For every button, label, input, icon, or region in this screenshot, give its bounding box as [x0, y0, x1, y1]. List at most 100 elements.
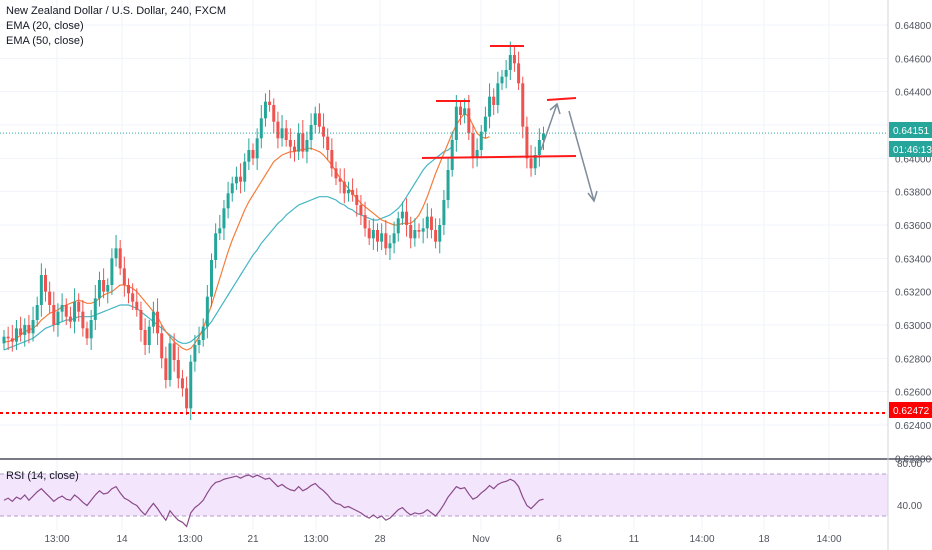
- candle: [317, 103, 321, 134]
- rsi-tick-label: 80.00: [897, 459, 922, 470]
- candle: [122, 256, 126, 297]
- ema20-legend[interactable]: EMA (20, close): [6, 20, 84, 32]
- candle: [189, 355, 193, 420]
- candle: [193, 335, 197, 372]
- candle: [529, 145, 533, 177]
- candle: [400, 201, 404, 225]
- time-tick-label: 14: [116, 534, 128, 545]
- candle: [39, 263, 43, 317]
- support-level-badge-text: 0.62472: [893, 406, 930, 417]
- time-tick-label: 13:00: [44, 534, 69, 545]
- time-tick-label: Nov: [472, 534, 490, 545]
- candle: [471, 125, 475, 169]
- candle: [102, 268, 106, 299]
- candle: [81, 300, 85, 337]
- candle: [172, 333, 176, 372]
- candle: [521, 76, 525, 139]
- symbol-title[interactable]: New Zealand Dollar / U.S. Dollar, 240, F…: [6, 5, 227, 17]
- candle: [363, 201, 367, 237]
- price-tick-label: 0.63800: [895, 188, 932, 199]
- neckline[interactable]: [421, 155, 577, 159]
- candle: [176, 346, 180, 389]
- candle: [93, 285, 97, 330]
- candle: [346, 181, 350, 202]
- candle: [106, 278, 110, 304]
- candle: [434, 218, 438, 249]
- candle: [14, 320, 18, 350]
- candle: [131, 283, 135, 310]
- countdown-badge-text: 01:46:13: [893, 145, 932, 156]
- candle: [31, 306, 35, 342]
- candle: [147, 320, 151, 354]
- candle: [508, 41, 512, 80]
- price-tick-label: 0.64800: [895, 21, 932, 32]
- rsi-tick-label: 40.00: [897, 501, 922, 512]
- candle: [496, 71, 500, 114]
- candle: [475, 138, 479, 167]
- price-tick-label: 0.64000: [895, 154, 932, 165]
- pattern-annotations[interactable]: [421, 45, 598, 203]
- candle: [405, 198, 409, 237]
- candle: [305, 131, 309, 164]
- candle: [504, 60, 508, 89]
- price-tick-label: 0.63600: [895, 221, 932, 232]
- candle: [255, 128, 259, 170]
- candle: [114, 235, 118, 267]
- time-tick-label: 28: [374, 534, 386, 545]
- candles: [2, 41, 545, 420]
- time-tick-label: 11: [629, 534, 640, 545]
- candle: [251, 143, 255, 165]
- time-tick-label: 14:00: [689, 534, 714, 545]
- time-tick-label: 13:00: [303, 534, 328, 545]
- rsi-legend[interactable]: RSI (14, close): [6, 470, 79, 482]
- candle: [454, 95, 458, 152]
- price-tick-label: 0.64400: [895, 88, 932, 99]
- candle: [2, 330, 6, 350]
- candle: [60, 293, 64, 322]
- candle: [197, 326, 201, 354]
- candle: [127, 278, 130, 304]
- candle: [10, 325, 14, 352]
- projection-down-arrowhead: [587, 190, 598, 203]
- candle: [293, 140, 296, 162]
- projection-up-arrow[interactable]: [540, 103, 558, 151]
- candle: [73, 288, 77, 334]
- projection-down-arrow[interactable]: [568, 110, 595, 202]
- candle: [77, 293, 81, 322]
- price-tick-label: 0.62400: [895, 421, 932, 432]
- candle: [164, 346, 168, 389]
- candle: [85, 321, 89, 345]
- price-tick-label: 0.62800: [895, 354, 932, 365]
- candle: [210, 253, 213, 307]
- candle: [97, 271, 101, 307]
- candle: [239, 163, 243, 194]
- candle: [542, 126, 545, 150]
- candle: [479, 125, 483, 159]
- ema50-legend[interactable]: EMA (50, close): [6, 35, 84, 47]
- candle: [230, 176, 234, 202]
- price-tick-label: 0.62200: [895, 454, 932, 465]
- candle: [330, 138, 334, 177]
- candle: [243, 153, 247, 192]
- candle: [338, 168, 342, 194]
- candle: [309, 113, 313, 150]
- candle: [288, 128, 292, 159]
- candle: [19, 316, 23, 342]
- candle: [492, 88, 496, 115]
- candle: [425, 203, 429, 239]
- candle: [64, 298, 68, 325]
- candle: [417, 223, 421, 239]
- candle: [280, 115, 284, 147]
- right-shoulder-mark[interactable]: [546, 97, 577, 101]
- price-tick-label: 0.63000: [895, 321, 932, 332]
- candle: [259, 105, 263, 149]
- candle: [234, 166, 238, 190]
- candle: [185, 376, 189, 415]
- candle: [322, 113, 326, 149]
- candle: [512, 46, 516, 72]
- candle: [409, 216, 413, 249]
- candle: [488, 83, 492, 129]
- candle: [450, 131, 454, 177]
- candle: [297, 123, 301, 160]
